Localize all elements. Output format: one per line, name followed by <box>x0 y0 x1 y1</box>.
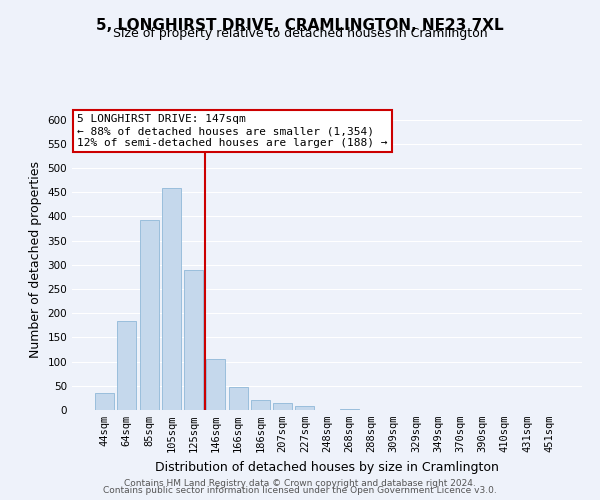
Bar <box>162 188 181 410</box>
Bar <box>184 270 203 410</box>
Y-axis label: Number of detached properties: Number of detached properties <box>29 162 42 358</box>
Text: Size of property relative to detached houses in Cramlington: Size of property relative to detached ho… <box>113 28 487 40</box>
Bar <box>140 220 158 410</box>
Text: Contains HM Land Registry data © Crown copyright and database right 2024.: Contains HM Land Registry data © Crown c… <box>124 478 476 488</box>
Text: 5, LONGHIRST DRIVE, CRAMLINGTON, NE23 7XL: 5, LONGHIRST DRIVE, CRAMLINGTON, NE23 7X… <box>96 18 504 32</box>
Bar <box>340 409 359 410</box>
Bar <box>206 359 225 410</box>
Bar <box>251 400 270 410</box>
Bar <box>229 387 248 410</box>
Bar <box>273 402 292 410</box>
Bar <box>118 321 136 410</box>
Bar <box>295 406 314 410</box>
Text: Contains public sector information licensed under the Open Government Licence v3: Contains public sector information licen… <box>103 486 497 495</box>
X-axis label: Distribution of detached houses by size in Cramlington: Distribution of detached houses by size … <box>155 460 499 473</box>
Text: 5 LONGHIRST DRIVE: 147sqm
← 88% of detached houses are smaller (1,354)
12% of se: 5 LONGHIRST DRIVE: 147sqm ← 88% of detac… <box>77 114 388 148</box>
Bar <box>95 393 114 410</box>
